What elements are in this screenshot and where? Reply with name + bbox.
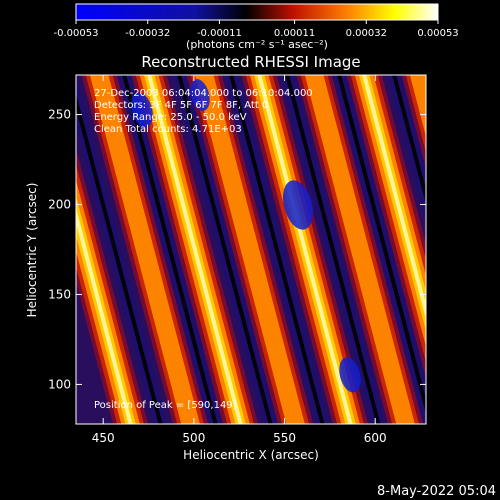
peak-position: Position of Peak = [590,149] bbox=[94, 400, 237, 411]
colorbar-tick-label: 0.00011 bbox=[274, 28, 315, 39]
colorbar-tick-label: 0.00053 bbox=[417, 28, 458, 39]
colorbar-tick-label: -0.00032 bbox=[125, 28, 170, 39]
info-time-range: 27-Dec-2003 06:04:04.000 to 06:10:04.000 bbox=[94, 88, 313, 99]
colorbar bbox=[75, 3, 439, 21]
x-axis-label: Heliocentric X (arcsec) bbox=[183, 448, 319, 462]
reconstructed-image bbox=[76, 75, 426, 424]
y-tick-label: 150 bbox=[48, 287, 71, 301]
x-tick-label: 450 bbox=[92, 431, 115, 445]
colorbar-tick-label: -0.00053 bbox=[54, 28, 99, 39]
y-axis-ticks: 100 150 200 250 bbox=[48, 108, 426, 391]
info-total-counts: Clean Total counts: 4.71E+03 bbox=[94, 124, 242, 135]
colorbar-ticks: -0.00053 -0.00032 -0.00011 0.00011 0.00032 0.… bbox=[54, 20, 459, 39]
info-detectors: Detectors: 3F 4F 5F 6F 7F 8F, Att 0 bbox=[94, 100, 268, 111]
y-axis-label: Heliocentric Y (arcsec) bbox=[25, 183, 39, 318]
colorbar-tick-label: 0.00032 bbox=[346, 28, 387, 39]
y-tick-label: 200 bbox=[48, 198, 71, 212]
plot-frame bbox=[75, 74, 427, 425]
image-title: Reconstructed RHESSI Image bbox=[141, 53, 360, 71]
x-tick-label: 550 bbox=[273, 431, 296, 445]
timestamp: 8-May-2022 05:04 bbox=[377, 484, 496, 499]
y-tick-label: 100 bbox=[48, 377, 71, 391]
x-tick-label: 600 bbox=[364, 431, 387, 445]
x-tick-label: 500 bbox=[182, 431, 205, 445]
x-axis-ticks: 450 500 550 600 bbox=[92, 75, 387, 445]
colorbar-tick-label: -0.00011 bbox=[197, 28, 242, 39]
info-block: 27-Dec-2003 06:04:04.000 to 06:10:04.000… bbox=[94, 88, 313, 135]
colorbar-units: (photons cm⁻² s⁻¹ asec⁻²) bbox=[186, 38, 328, 51]
y-tick-label: 250 bbox=[48, 108, 71, 122]
info-energy-range: Energy Range: 25.0 - 50.0 keV bbox=[94, 112, 247, 123]
